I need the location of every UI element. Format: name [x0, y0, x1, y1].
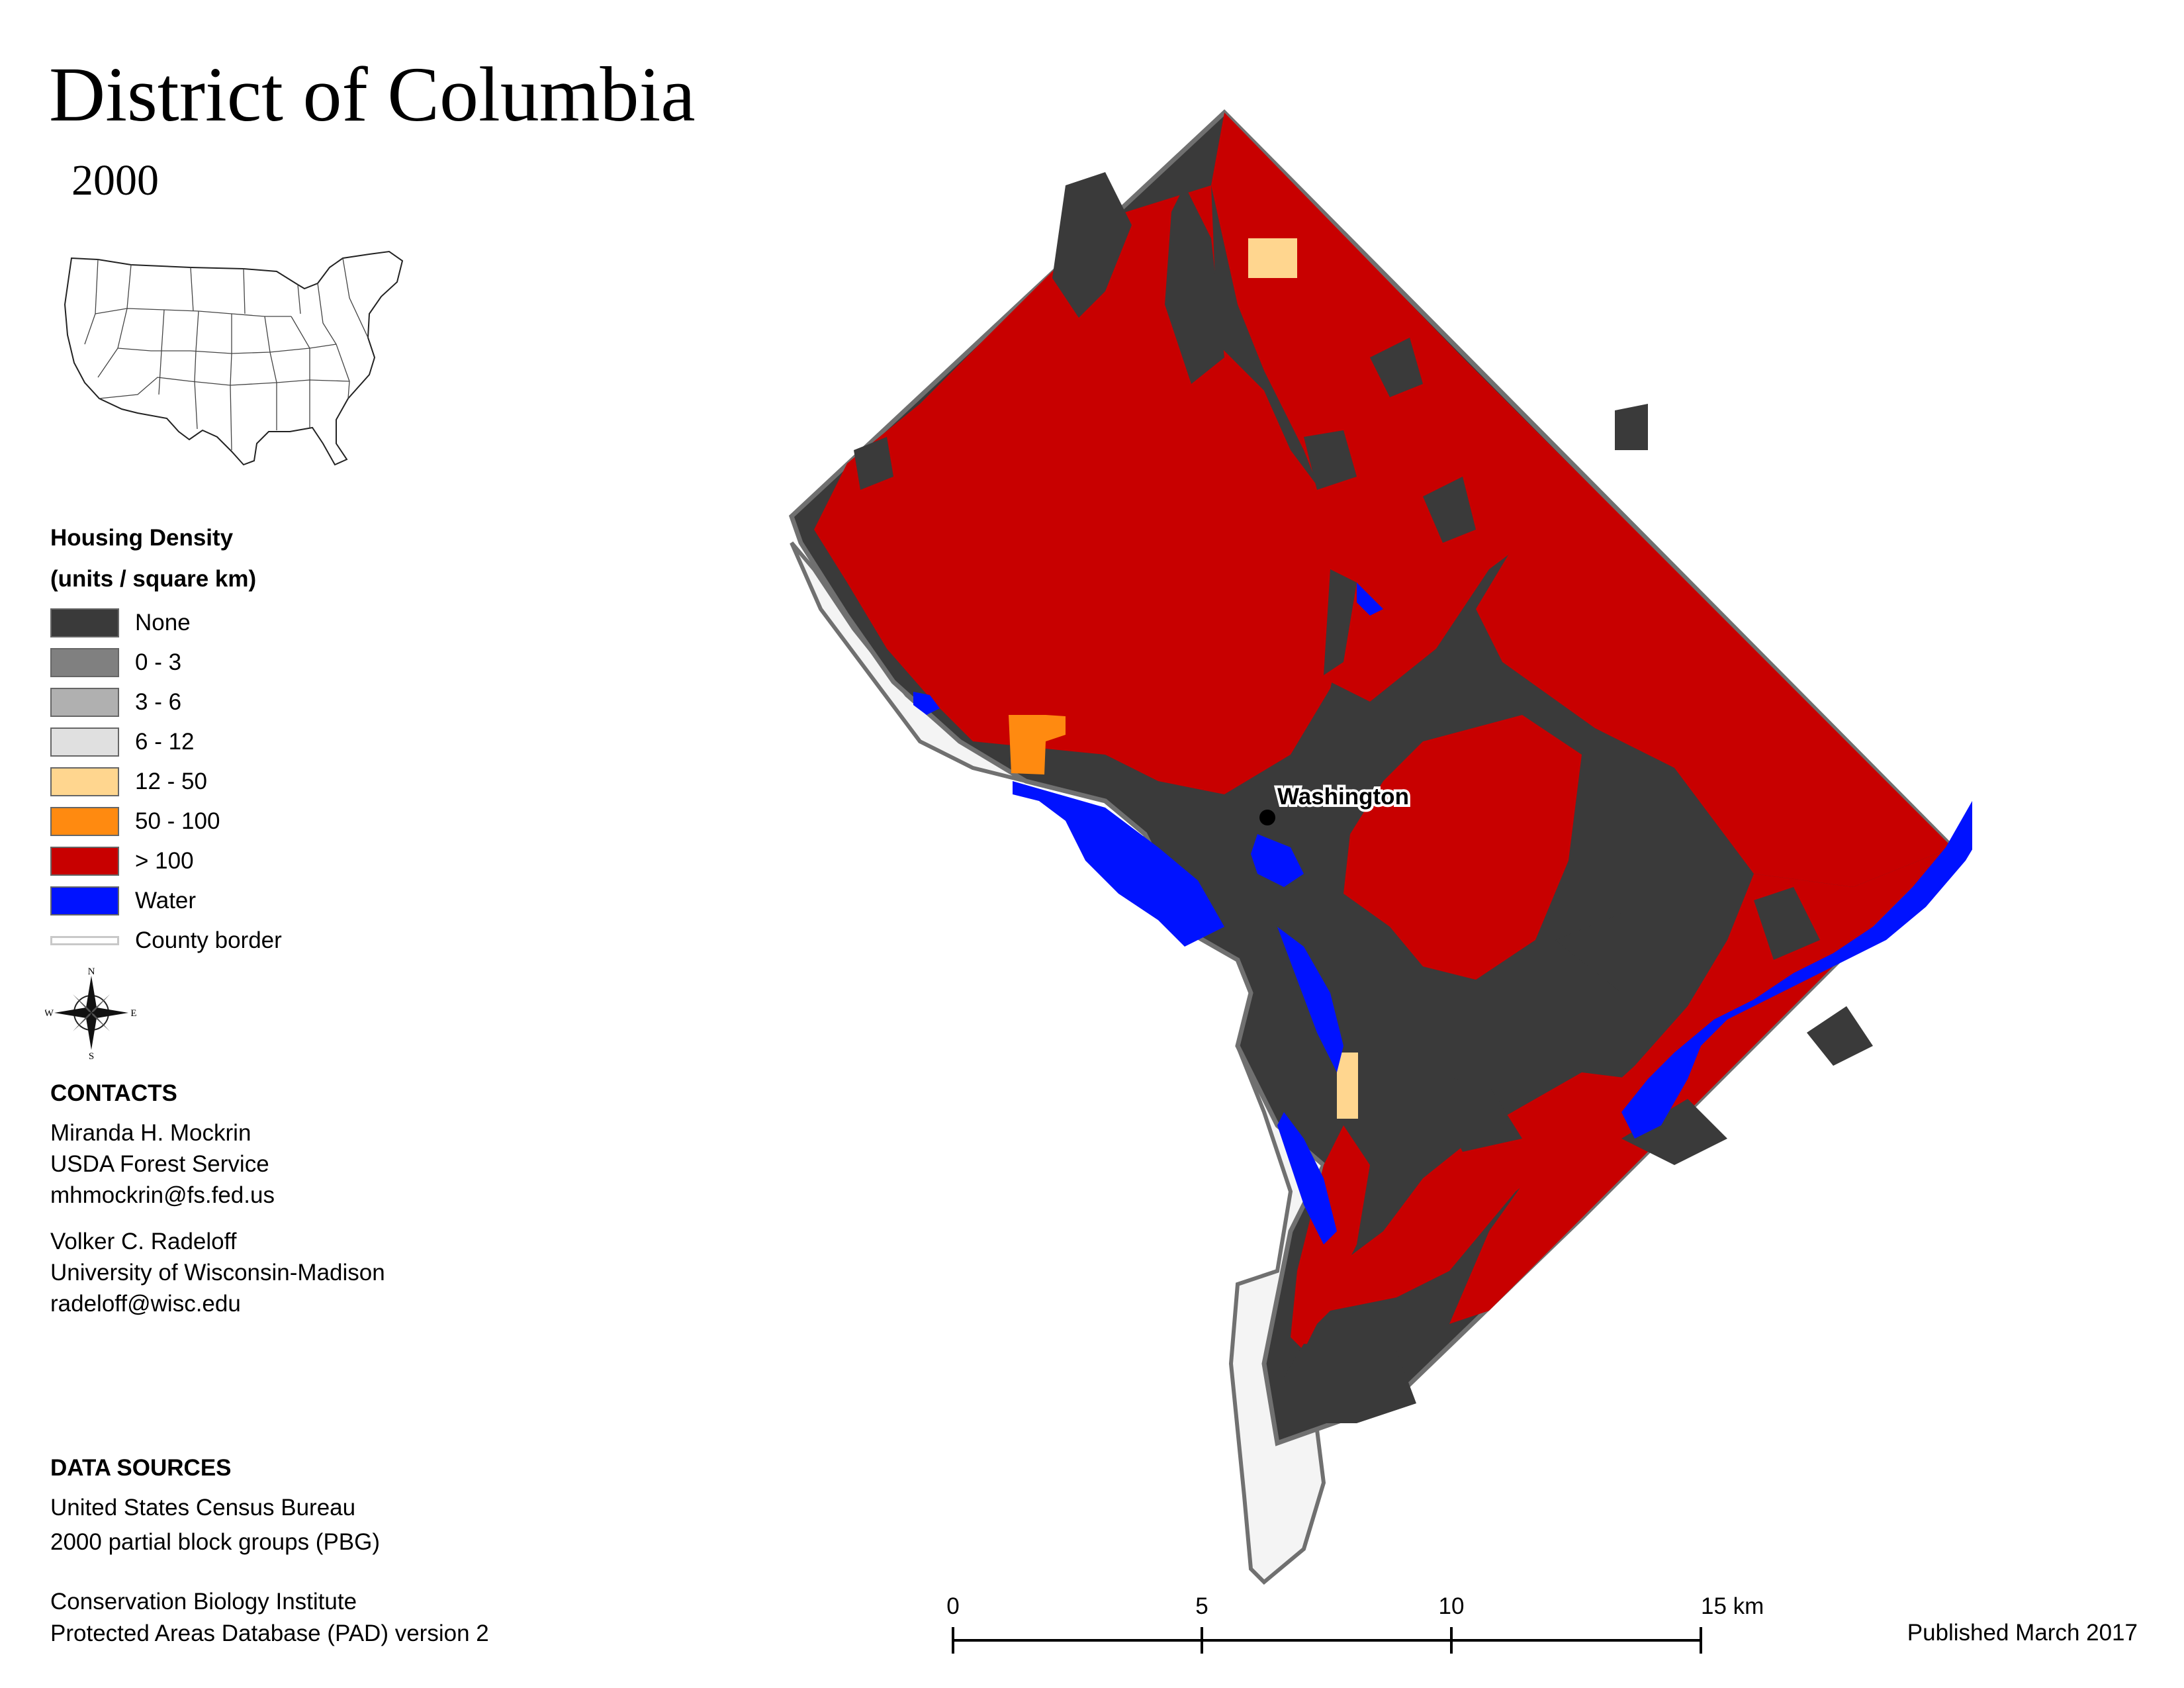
reservoir-north — [1357, 583, 1383, 616]
map-title: District of Columbia — [49, 51, 696, 138]
legend-item-3-6: 3 - 6 — [50, 686, 181, 719]
density-12-50-patch-north — [1248, 238, 1297, 278]
compass-w: W — [45, 1008, 54, 1019]
anacostia-river — [1621, 801, 1972, 1139]
legend-label: 3 - 6 — [135, 689, 182, 715]
contact-name: Volker C. Radeloff — [50, 1229, 237, 1254]
density-12-50-patch-south — [1337, 1053, 1358, 1119]
data-source-line: Conservation Biology Institute — [50, 1589, 357, 1615]
legend-label: > 100 — [135, 848, 194, 874]
legend-item-0-3: 0 - 3 — [50, 646, 181, 679]
legend-swatch-12-50 — [50, 767, 119, 796]
legend: Housing Density (units / square km) None… — [50, 518, 282, 970]
washington-city-marker — [1259, 810, 1275, 825]
legend-item-over-100: > 100 — [50, 845, 194, 878]
legend-title: Housing Density — [50, 525, 234, 551]
scale-tick-15: 15 km — [1701, 1593, 1764, 1619]
legend-item-county-border: County border — [50, 924, 282, 957]
washington-channel — [1277, 927, 1343, 1072]
density-none-patches — [854, 172, 1873, 1423]
density-high-central — [1343, 715, 1582, 980]
density-high-south — [1304, 1072, 1635, 1337]
potomac-lower — [1277, 1112, 1337, 1244]
housing-density-map: Washington — [788, 109, 1972, 1585]
contact-email: radeloff@wisc.edu — [50, 1291, 241, 1317]
legend-item-water: Water — [50, 884, 196, 917]
scale-tick-5: 5 — [1195, 1593, 1208, 1619]
legend-items: None 0 - 3 3 - 6 6 - 12 12 - 50 50 - 100… — [50, 600, 282, 970]
contact-email: mhmockrin@fs.fed.us — [50, 1182, 275, 1208]
legend-swatch-6-12 — [50, 727, 119, 757]
scale-bar: 0 5 10 15 km — [946, 1593, 1764, 1654]
map-year: 2000 — [71, 156, 159, 205]
legend-swatch-water — [50, 886, 119, 915]
data-source-line: Protected Areas Database (PAD) version 2 — [50, 1620, 489, 1646]
legend-item-12-50: 12 - 50 — [50, 765, 207, 798]
reservoir-northwest — [913, 692, 940, 715]
data-source-line: United States Census Bureau — [50, 1495, 356, 1521]
contacts-heading: CONTACTS — [50, 1080, 177, 1106]
data-sources-heading: DATA SOURCES — [50, 1455, 232, 1481]
us-locator-map — [64, 250, 404, 466]
legend-label: 50 - 100 — [135, 808, 220, 834]
contact-org: USDA Forest Service — [50, 1151, 269, 1177]
legend-label: County border — [135, 927, 282, 953]
washington-city-label: Washington — [1277, 784, 1409, 810]
legend-label: None — [135, 610, 191, 635]
legend-swatch-over-100 — [50, 847, 119, 876]
legend-label: 0 - 3 — [135, 649, 182, 675]
legend-label: 6 - 12 — [135, 729, 195, 755]
contact-org: University of Wisconsin-Madison — [50, 1260, 385, 1286]
legend-swatch-none — [50, 608, 119, 637]
density-high-northeast — [1463, 357, 1952, 887]
data-source-line: 2000 partial block groups (PBG) — [50, 1529, 381, 1555]
legend-swatch-50-100 — [50, 807, 119, 836]
compass-s: S — [89, 1051, 94, 1059]
density-over-100-areas — [814, 113, 1952, 1350]
water-features — [913, 583, 1972, 1244]
density-high-north — [1211, 113, 1595, 702]
compass-e: E — [130, 1008, 136, 1019]
state-boundaries — [84, 258, 369, 451]
legend-item-6-12: 6 - 12 — [50, 726, 195, 759]
contact-name: Miranda H. Mockrin — [50, 1120, 251, 1146]
legend-subtitle: (units / square km) — [50, 566, 257, 592]
scale-tick-0: 0 — [946, 1593, 959, 1619]
density-50-100-patch — [1009, 715, 1066, 774]
legend-item-none: None — [50, 606, 191, 639]
tidal-basin — [1251, 834, 1304, 887]
density-high-northwest — [814, 185, 1357, 794]
compass-rose-icon: N S W E — [45, 966, 137, 1059]
legend-label: Water — [135, 888, 197, 914]
us-outline — [64, 250, 404, 466]
legend-label: 12 - 50 — [135, 769, 207, 794]
potomac-river — [1013, 781, 1224, 947]
legend-swatch-3-6 — [50, 688, 119, 717]
published-date: Published March 2017 — [1907, 1620, 2138, 1646]
scale-tick-10: 10 — [1439, 1593, 1465, 1619]
compass-n: N — [88, 966, 95, 977]
legend-swatch-0-3 — [50, 648, 119, 677]
legend-swatch-county-border — [50, 936, 119, 945]
legend-item-50-100: 50 - 100 — [50, 805, 220, 838]
